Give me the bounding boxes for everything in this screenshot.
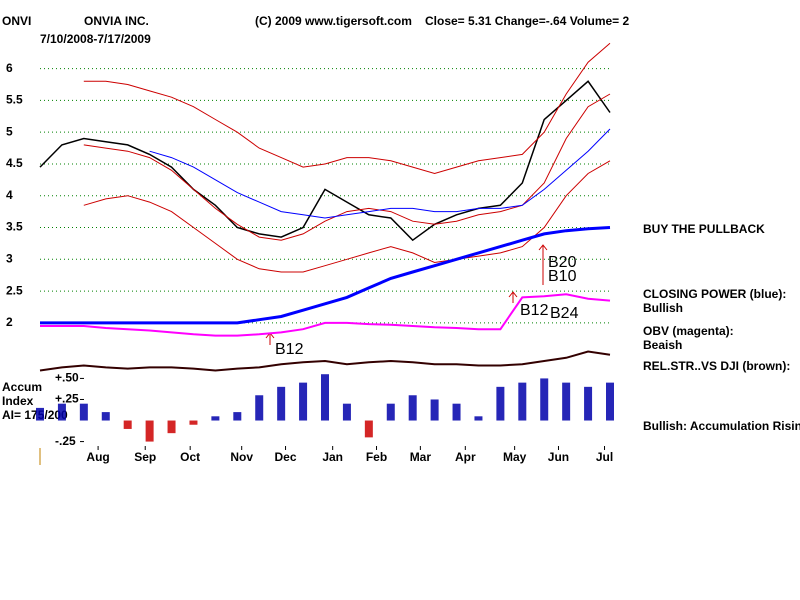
series-line (39, 80, 611, 242)
accum-bar (518, 382, 527, 421)
x-tick-label: Dec (275, 450, 297, 464)
accum-bar (606, 382, 614, 421)
y-tick-label: 4.5 (6, 156, 23, 170)
accum-bar (408, 395, 417, 421)
signal-label: B12 (520, 302, 549, 319)
side-note: Beaish (643, 338, 682, 352)
x-tick-label: Jul (596, 450, 613, 464)
signal-arrow (265, 332, 275, 345)
side-note: Bullish (643, 301, 683, 315)
y-tick-label: 2.5 (6, 283, 23, 297)
y-tick-label: 4 (6, 188, 13, 202)
accum-bar (540, 378, 549, 421)
quote: Close= 5.31 Change=-.64 Volume= 2 (425, 14, 630, 28)
side-note: REL.STR..VS DJI (brown): (643, 359, 790, 373)
accum-bar (255, 395, 264, 421)
accum-bar (233, 412, 242, 421)
accum-label: Index (2, 394, 34, 408)
accum-bar (562, 382, 571, 421)
series-line (40, 226, 611, 325)
date-range: 7/10/2008-7/17/2009 (40, 32, 151, 46)
y-tick-label: 5.5 (6, 93, 23, 107)
y-tick-label: 6 (6, 61, 13, 75)
y2-tick-label: +.25 (55, 392, 79, 406)
signal-arrow (538, 244, 548, 285)
accum-bar (101, 412, 110, 421)
accum-label: AI= 175/200 (2, 408, 68, 422)
x-tick-label: May (503, 450, 527, 464)
side-note: CLOSING POWER (blue): (643, 287, 786, 301)
y-tick-label: 3.5 (6, 220, 23, 234)
accum-bar (36, 407, 44, 421)
series-line (40, 293, 611, 337)
accum-bar (123, 420, 132, 429)
x-tick-label: Sep (134, 450, 156, 464)
x-tick-label: Oct (180, 450, 200, 464)
signal-arrow (508, 291, 518, 303)
y-tick-label: 2 (6, 315, 13, 329)
accum-bar (277, 386, 286, 421)
accum-bar (342, 403, 351, 421)
signal-label: B10 (548, 268, 577, 285)
side-note: OBV (magenta): (643, 324, 734, 338)
y-tick-label: 5 (6, 124, 13, 138)
accum-bar (430, 399, 439, 421)
x-tick-label: Nov (230, 450, 253, 464)
symbol: ONVI (2, 14, 31, 28)
company: ONVIA INC. (84, 14, 149, 28)
series-line (83, 160, 611, 273)
accum-label: Accum (2, 380, 42, 394)
side-note: BUY THE PULLBACK (643, 222, 765, 236)
copyright: (C) 2009 www.tigersoft.com (255, 14, 412, 28)
accum-bar (211, 416, 220, 421)
x-tick-label: Jun (548, 450, 569, 464)
y2-tick-label: -.25 (55, 434, 76, 448)
side-note: Bullish: Accumulation Rising (643, 419, 800, 433)
series-line (83, 42, 611, 175)
series-line (83, 93, 611, 241)
accum-bar (299, 382, 308, 421)
signal-label: B20 (548, 254, 577, 271)
series-line (39, 350, 611, 372)
accum-bar (386, 403, 395, 421)
accum-bar (474, 416, 483, 421)
signals (265, 244, 548, 345)
x-tick-label: Mar (410, 450, 432, 464)
series-line (149, 128, 611, 219)
y-tick-label: 3 (6, 251, 13, 265)
x-tick-label: Jan (322, 450, 343, 464)
accum-bar (452, 403, 461, 421)
y2-tick-label: +.50 (55, 371, 79, 385)
signal-label: B12 (275, 341, 304, 358)
accum-bar (189, 420, 198, 425)
x-tick-label: Feb (366, 450, 387, 464)
accum-bar (321, 374, 329, 421)
accum-bar (79, 403, 88, 421)
signal-label: B24 (550, 305, 579, 322)
accum-bar (145, 420, 154, 442)
x-tick-label: Aug (86, 450, 109, 464)
accum-bar (496, 386, 505, 421)
accum-bar (167, 420, 176, 434)
accum-bar (584, 386, 593, 421)
accum-bar (57, 403, 66, 421)
x-tick-label: Apr (455, 450, 476, 464)
accum-bar (364, 420, 373, 438)
